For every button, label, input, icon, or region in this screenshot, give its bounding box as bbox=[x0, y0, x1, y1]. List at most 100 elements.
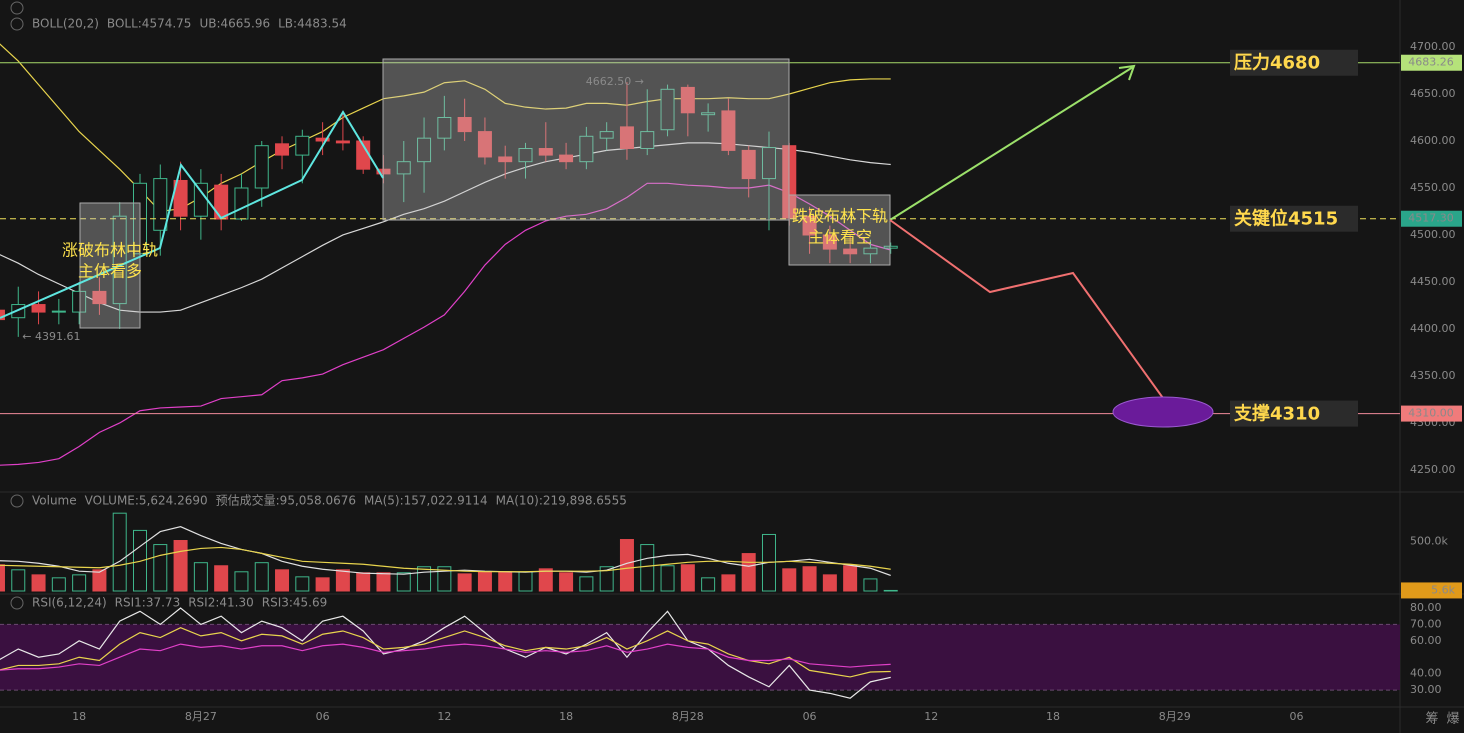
legend-entry: LB:4483.54 bbox=[278, 17, 347, 31]
candle-body bbox=[883, 245, 898, 249]
y-tick-label: 60.00 bbox=[1410, 634, 1442, 647]
volume-bar bbox=[701, 577, 716, 592]
level-text: 压力4680 bbox=[1234, 53, 1320, 74]
icon[interactable] bbox=[10, 1, 24, 15]
volume-bar bbox=[315, 577, 330, 592]
candle-body bbox=[92, 290, 107, 305]
marks bbox=[0, 43, 1400, 699]
x-tick-label: 18 bbox=[72, 710, 86, 723]
x-tick-label: 12 bbox=[437, 710, 451, 723]
candle-body bbox=[559, 154, 574, 163]
x-tick-label: 8月28 bbox=[672, 710, 704, 723]
highlight-box bbox=[79, 202, 141, 329]
candle-body bbox=[31, 304, 46, 313]
legend-entry: VOLUME:5,624.2690 bbox=[85, 494, 208, 508]
volume-bar bbox=[214, 565, 229, 592]
note: 主体看空 bbox=[808, 228, 872, 247]
candle-body bbox=[396, 161, 411, 175]
candle-body bbox=[822, 234, 837, 250]
current-tag-label: 5.6k bbox=[1431, 583, 1455, 596]
x-tick-label: 18 bbox=[1046, 710, 1060, 723]
price-tag-label: 4310.00 bbox=[1408, 407, 1454, 420]
candle-body bbox=[599, 131, 614, 139]
y-tick-label: 4650.00 bbox=[1410, 87, 1456, 100]
volume-bar bbox=[822, 574, 837, 592]
y-tick-label: 4350.00 bbox=[1410, 369, 1456, 382]
volume-bar bbox=[559, 572, 574, 592]
candle-body bbox=[660, 88, 675, 131]
candle-body bbox=[701, 112, 716, 116]
y-tick-label: 4500.00 bbox=[1410, 228, 1456, 241]
volume-bar bbox=[579, 576, 594, 592]
y-tick-label: 4450.00 bbox=[1410, 275, 1456, 288]
volume-bar bbox=[275, 569, 290, 592]
icon[interactable] bbox=[10, 17, 24, 31]
candle-body bbox=[721, 110, 736, 151]
volume-bar bbox=[11, 569, 26, 592]
current-tag bbox=[1401, 582, 1462, 599]
icon[interactable] bbox=[10, 596, 24, 610]
volume-bar bbox=[356, 572, 371, 592]
indicator-line bbox=[0, 607, 891, 699]
volume-bar bbox=[51, 577, 66, 592]
candle-body bbox=[72, 290, 87, 313]
volume-bar bbox=[295, 576, 310, 592]
volume-bar bbox=[173, 540, 188, 592]
candle-body bbox=[173, 179, 188, 217]
legend-entry: BOLL(20,2) bbox=[32, 17, 99, 31]
volume-bar bbox=[802, 566, 817, 592]
y-tick-label: 4400.00 bbox=[1410, 322, 1456, 335]
price-tag bbox=[1401, 54, 1462, 71]
candle-body bbox=[761, 147, 776, 180]
volume-bar bbox=[782, 568, 797, 592]
volume-bar bbox=[437, 566, 452, 592]
volume-bar bbox=[31, 574, 46, 592]
toolbar-button[interactable]: 筹 bbox=[1425, 711, 1438, 727]
candle-body bbox=[295, 135, 310, 156]
level-text: 支撑4310 bbox=[1233, 403, 1320, 425]
volume-bar bbox=[518, 571, 533, 592]
level-text: 关键位4515 bbox=[1234, 208, 1338, 230]
level-text-box bbox=[1230, 205, 1358, 232]
y-tick-label: 4250.00 bbox=[1410, 463, 1456, 476]
trend-path bbox=[0, 110, 384, 319]
target-ellipse bbox=[1112, 396, 1214, 428]
volume-bar bbox=[863, 578, 878, 592]
drawings bbox=[0, 58, 1214, 428]
candle-body bbox=[335, 140, 350, 144]
candle-body bbox=[193, 182, 208, 217]
x-tick-label: 06 bbox=[316, 710, 330, 723]
candle-body bbox=[477, 131, 492, 158]
overlay: 18 8月27 06 12 18 8月28 06 12 18 8月29 06 4700.00 4650.… bbox=[22, 17, 1462, 727]
indicator-line bbox=[0, 643, 891, 671]
volume-bar bbox=[883, 589, 898, 592]
volume-bar bbox=[92, 569, 107, 592]
volume-bar bbox=[112, 512, 127, 592]
note: 涨破布林中轨 bbox=[62, 241, 158, 260]
legend-entry: RSI1:37.73 bbox=[115, 596, 181, 610]
candle-body bbox=[619, 126, 634, 150]
candle-body bbox=[275, 143, 290, 156]
candle-body bbox=[417, 137, 432, 163]
volume-bar bbox=[477, 571, 492, 592]
candle-body bbox=[0, 309, 5, 321]
candle-body bbox=[254, 145, 269, 189]
candle-body bbox=[112, 215, 127, 305]
level-text-box bbox=[1230, 49, 1358, 76]
y-tick-label: 70.00 bbox=[1410, 617, 1442, 630]
candle-body bbox=[640, 131, 655, 150]
volume-bar bbox=[498, 571, 513, 592]
down-path bbox=[889, 219, 1174, 413]
volume-bar bbox=[843, 565, 858, 592]
min-label: ← 4391.61 bbox=[22, 330, 80, 343]
candle-body bbox=[234, 187, 249, 220]
highlight-box bbox=[382, 58, 790, 221]
rsi-band bbox=[0, 624, 1400, 691]
legend-entry: BOLL:4574.75 bbox=[107, 17, 192, 31]
legend-entry: Volume bbox=[32, 494, 77, 508]
toolbar-button[interactable]: 爆 bbox=[1446, 712, 1459, 727]
y-tick-label: 40.00 bbox=[1410, 667, 1442, 680]
volume-bar bbox=[0, 564, 5, 592]
icon[interactable] bbox=[10, 494, 24, 508]
volume-bar bbox=[396, 572, 411, 592]
